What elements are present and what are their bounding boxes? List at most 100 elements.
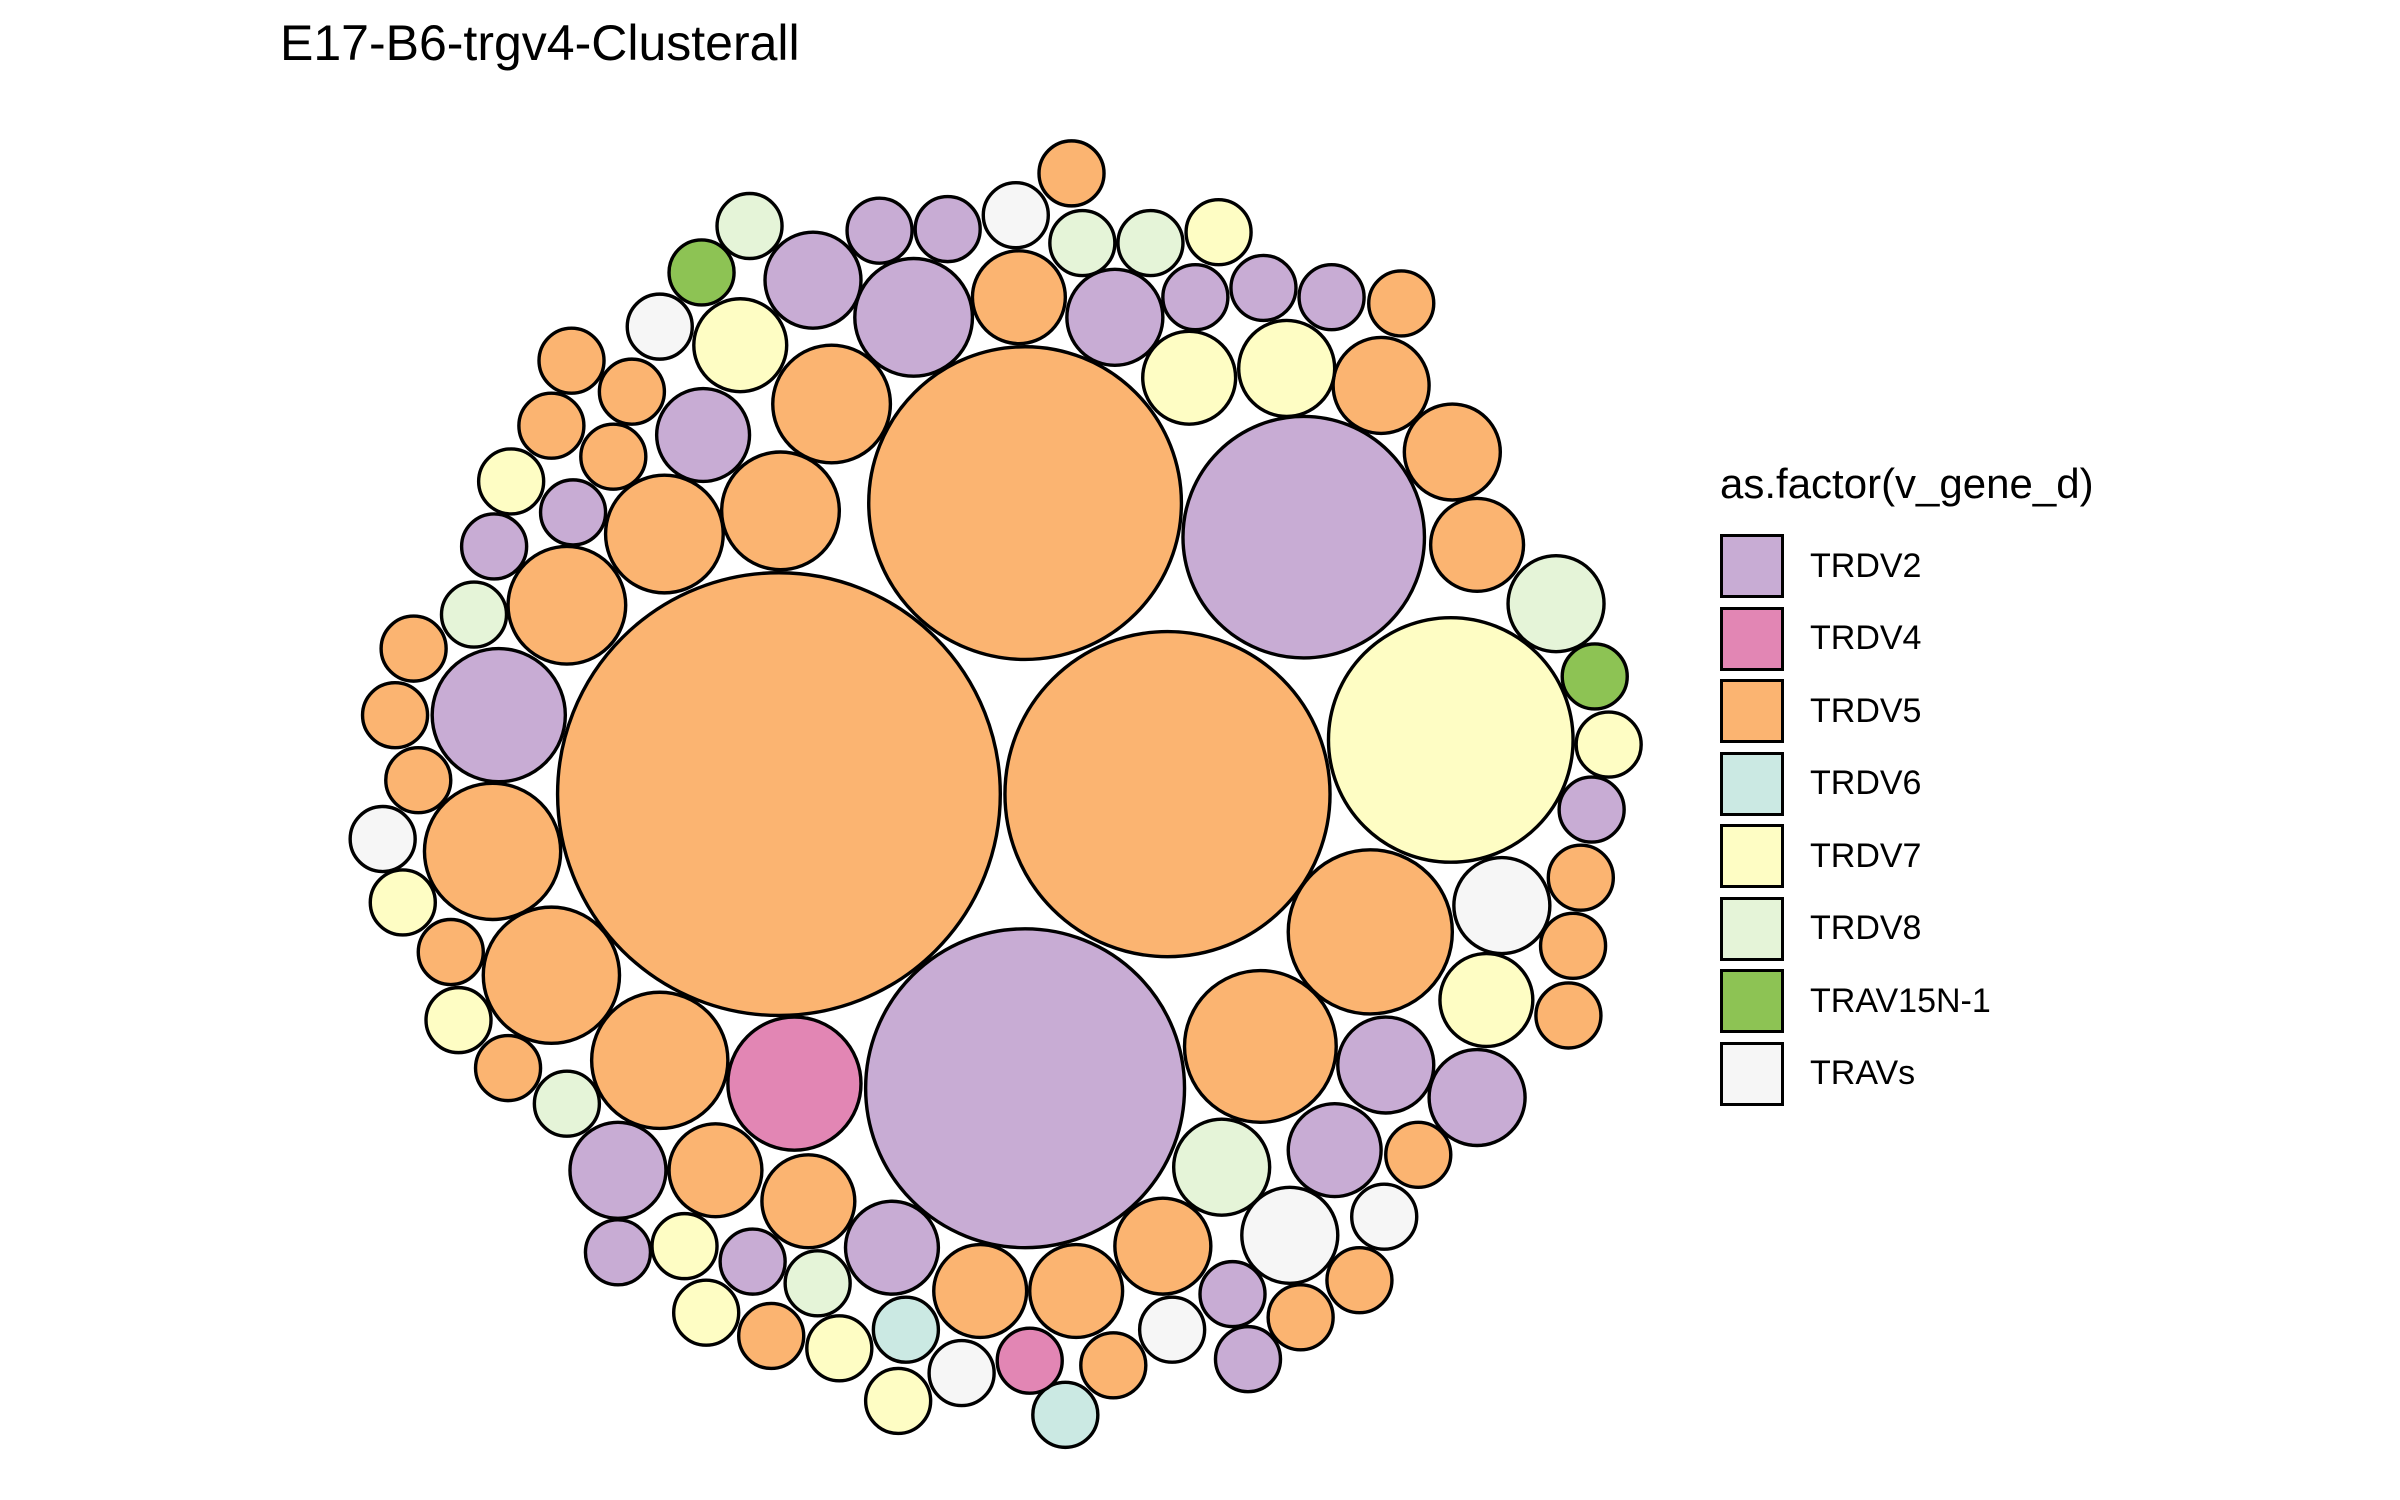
bubble-trdv8-29: [1506, 554, 1606, 654]
bubble-trdv5-11: [422, 781, 563, 922]
bubble-travs-50: [1137, 1295, 1207, 1364]
legend-items: TRDV2 TRDV4 TRDV5 TRDV6 TRDV7 TRDV8 TRAV15N-1 T…: [1720, 530, 2094, 1110]
bubble-trdv5-28: [1428, 496, 1526, 594]
bubble-trdv5-23: [1367, 269, 1436, 338]
bubble-trdv2-64: [718, 1227, 787, 1296]
legend-key-trdv2: [1720, 534, 1784, 599]
legend-key-trav15n-1: [1720, 969, 1784, 1034]
bubble-trdv8-61: [783, 1249, 852, 1318]
bubble-trdv7-72: [424, 985, 493, 1055]
bubble-trdv5-55: [932, 1242, 1029, 1340]
legend-key-trdv8: [1720, 896, 1784, 961]
legend-title: as.factor(v_gene_d): [1720, 460, 2094, 507]
legend-key-travs: [1720, 1041, 1784, 1106]
bubble-trdv8-44: [1171, 1117, 1272, 1217]
bubble-trdv2-80: [459, 512, 529, 581]
bubble-trdv2-56: [843, 1199, 941, 1296]
legend-key-trdv5: [1720, 679, 1784, 744]
bubble-trdv2-4: [1181, 414, 1427, 660]
bubble-trdv5-2: [1003, 629, 1332, 959]
legend-item-travs: TRAVs: [1720, 1038, 2094, 1111]
bubble-trdv7-31: [1574, 710, 1643, 779]
bubble-travs-95: [981, 180, 1050, 250]
bubble-trdv5-41: [1384, 1120, 1453, 1190]
bubble-trdv5-45: [1113, 1196, 1213, 1296]
bubble-trdv2-49: [1213, 1324, 1283, 1394]
bubble-trdv5-34: [1538, 911, 1608, 981]
bubble-trdv2-21: [1229, 253, 1298, 323]
bubble-trdv7-37: [1438, 951, 1535, 1049]
bubble-trdv8-70: [532, 1069, 602, 1138]
legend-item-trdv7: TRDV7: [1720, 820, 2094, 893]
legend-label: TRDV5: [1810, 691, 1922, 730]
bubble-trdv7-25: [1236, 318, 1337, 419]
legend-item-trdv6: TRDV6: [1720, 748, 2094, 821]
bubble-trdv2-94: [913, 194, 982, 264]
bubble-trdv5-35: [1534, 981, 1603, 1050]
bubble-trdv5-6: [1286, 848, 1455, 1016]
bubble-trdv5-78: [379, 614, 448, 683]
bubble-trdv7-88: [692, 297, 789, 394]
legend-item-trdv5: TRDV5: [1720, 675, 2094, 748]
bubble-trdv5-9: [589, 990, 730, 1131]
bubble-trdv6-59: [871, 1295, 941, 1364]
bubble-trdv2-39: [1336, 1015, 1436, 1115]
bubble-trdv2-81: [538, 478, 608, 547]
bubble-travs-43: [1240, 1185, 1340, 1285]
bubble-trdv5-16: [771, 343, 893, 465]
bubble-trav15n-1-90: [667, 238, 736, 307]
bubble-trdv7-82: [476, 447, 546, 516]
bubble-trdv2-32: [1557, 775, 1626, 844]
legend-label: TRDV7: [1810, 836, 1922, 875]
bubble-trdv5-18: [970, 249, 1068, 346]
bubble-trdv5-71: [473, 1033, 543, 1103]
bubble-trdv5-0: [555, 571, 1003, 1018]
bubble-trdv4-53: [995, 1326, 1064, 1395]
legend: as.factor(v_gene_d) TRDV2 TRDV4 TRDV5 TRDV6…: [1720, 460, 2094, 1110]
bubble-trdv7-99: [1184, 197, 1253, 267]
bubble-trdv2-69: [568, 1120, 668, 1220]
bubble-travs-57: [927, 1338, 996, 1408]
bubble-trdv8-98: [1116, 208, 1185, 278]
bubble-trdv5-83: [579, 422, 648, 491]
bubble-trdv2-87: [654, 386, 752, 484]
bubble-trdv5-84: [517, 391, 586, 460]
legend-key-trdv4: [1720, 606, 1784, 671]
legend-key-trdv6: [1720, 751, 1784, 816]
bubble-trdv5-85: [597, 357, 667, 426]
bubble-trdv5-14: [603, 473, 725, 595]
bubble-travs-89: [625, 292, 694, 361]
bubble-trdv5-54: [1028, 1242, 1125, 1340]
bubble-trdv7-5: [1326, 615, 1575, 864]
bubble-trdv2-92: [763, 230, 863, 330]
legend-key-trdv7: [1720, 824, 1784, 889]
bubble-trdv5-24: [1331, 335, 1431, 436]
bubble-trdv2-17: [853, 256, 975, 378]
legend-item-trdv4: TRDV4: [1720, 603, 2094, 676]
bubble-trdv5-46: [1325, 1245, 1394, 1315]
bubble-trdv2-19: [1065, 267, 1165, 368]
chart-title: E17-B6-trgv4-Clusterall: [280, 15, 800, 71]
bubble-trdv5-1: [867, 345, 1184, 662]
bubble-trdv5-65: [760, 1153, 857, 1250]
bubble-trdv5-13: [506, 544, 628, 666]
bubble-trdv5-62: [736, 1301, 806, 1371]
bubble-trdv5-15: [719, 450, 842, 572]
bubble-trdv2-3: [863, 927, 1187, 1250]
bubble-trdv4-8: [726, 1015, 863, 1152]
bubble-trdv2-48: [1198, 1259, 1267, 1329]
bubble-trdv5-7: [1182, 968, 1338, 1124]
legend-item-trdv8: TRDV8: [1720, 893, 2094, 966]
legend-label: TRDV4: [1810, 619, 1922, 658]
bubble-trdv5-66: [667, 1122, 764, 1219]
bubble-trdv7-58: [863, 1366, 933, 1436]
bubble-trdv2-68: [583, 1218, 653, 1287]
bubble-trdv5-76: [384, 745, 453, 815]
bubble-trdv6-52: [1031, 1380, 1100, 1450]
legend-label: TRDV8: [1810, 909, 1922, 948]
bubble-trdv5-33: [1546, 843, 1616, 912]
bubble-trdv5-96: [1037, 139, 1106, 208]
bubble-trdv2-38: [1427, 1047, 1527, 1148]
bubble-trdv7-60: [805, 1314, 874, 1383]
